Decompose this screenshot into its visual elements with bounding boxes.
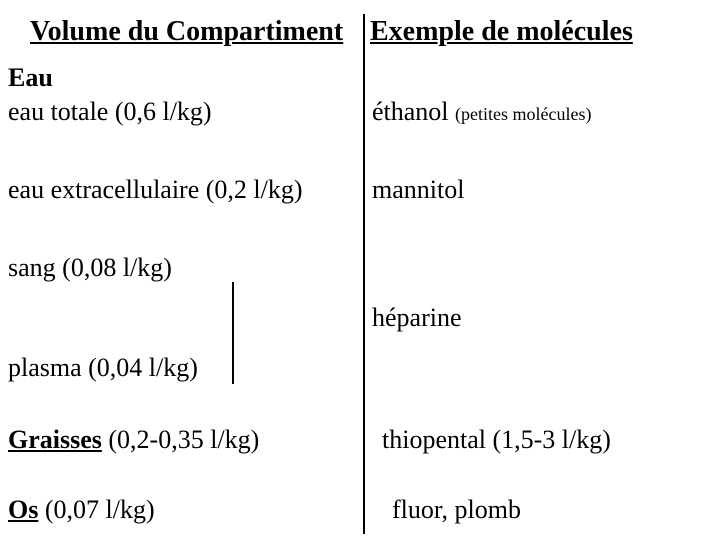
- os-cell: Os (0,07 l/kg): [8, 494, 155, 527]
- graisses-cell: Graisses (0,2-0,35 l/kg): [8, 424, 259, 457]
- ethanol-cell: éthanol (petites molécules): [372, 96, 591, 129]
- header-row: Volume du Compartiment Exemple de molécu…: [0, 16, 720, 56]
- ethanol-note: (petites molécules): [455, 104, 591, 124]
- os-label: Os: [8, 495, 38, 524]
- vertical-divider: [363, 14, 365, 534]
- sang: sang (0,08 l/kg): [8, 252, 172, 285]
- os-value: (0,07 l/kg): [38, 495, 154, 524]
- eau-totale: eau totale (0,6 l/kg): [8, 96, 212, 129]
- eau-heading: Eau: [8, 62, 53, 95]
- fluor-plomb: fluor, plomb: [392, 494, 521, 527]
- header-right: Exemple de molécules: [370, 16, 633, 48]
- slide-page: Volume du Compartiment Exemple de molécu…: [0, 0, 720, 540]
- mannitol: mannitol: [372, 174, 464, 207]
- plasma: plasma (0,04 l/kg): [8, 352, 198, 385]
- header-left: Volume du Compartiment: [30, 16, 343, 48]
- heparine: héparine: [372, 302, 462, 335]
- graisses-label: Graisses: [8, 425, 102, 454]
- graisses-value: (0,2-0,35 l/kg): [102, 425, 259, 454]
- thiopental: thiopental (1,5-3 l/kg): [382, 424, 611, 457]
- ethanol-text: éthanol: [372, 97, 449, 126]
- brace-line: [232, 282, 234, 384]
- eau-extracellulaire: eau extracellulaire (0,2 l/kg): [8, 174, 303, 207]
